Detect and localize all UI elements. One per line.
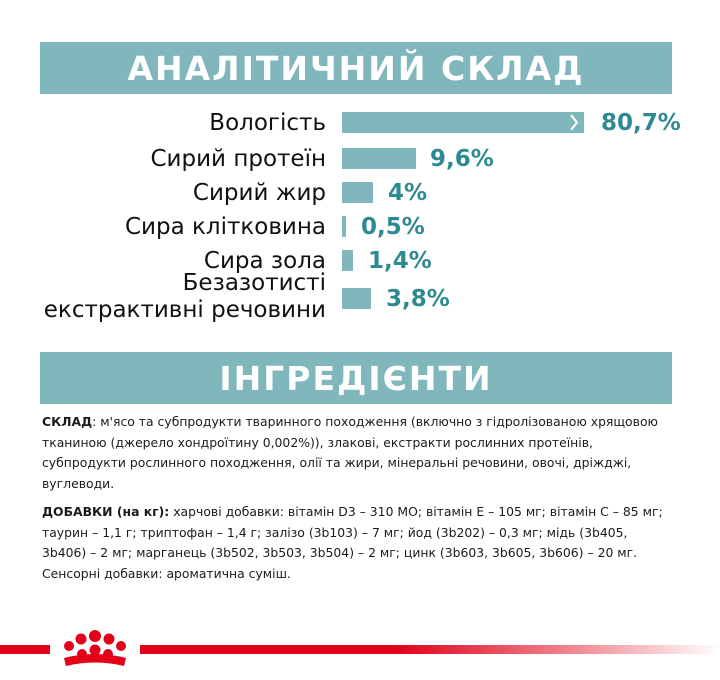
analysis-banner: АНАЛІТИЧНИЙ СКЛАД	[40, 42, 672, 94]
ingredients-title: ІНГРЕДІЄНТИ	[219, 358, 493, 398]
additives-text: харчові добавки: вітамін D3 – 310 МО; ві…	[42, 504, 663, 581]
ingredients-text: СКЛАД: м'ясо та субпродукти тваринного п…	[42, 412, 672, 592]
analysis-value: 9,6%	[430, 146, 494, 172]
analysis-row-moisture: Вологість 80,7%	[0, 106, 720, 140]
analysis-row-ash: Сира зола 1,4%	[0, 244, 720, 278]
footer-brand-line	[0, 645, 720, 654]
analysis-row-fibre: Сира клітковина 0,5%	[0, 210, 720, 244]
analysis-value: 80,7%	[601, 110, 681, 136]
analysis-title: АНАЛІТИЧНИЙ СКЛАД	[127, 48, 585, 88]
analysis-label: Сирий жир	[192, 180, 326, 206]
analysis-chart: Вологість 80,7% Сирий протеїн 9,6% Сирий…	[0, 104, 720, 334]
analysis-label: Безазотисті екстрактивні речовини	[44, 270, 326, 324]
analysis-label: Сира клітковина	[125, 214, 326, 240]
analysis-bar	[342, 148, 416, 169]
composition-paragraph: СКЛАД: м'ясо та субпродукти тваринного п…	[42, 412, 672, 494]
analysis-value: 0,5%	[361, 214, 425, 240]
analysis-bar	[342, 216, 346, 237]
brand-logo	[50, 626, 140, 672]
analysis-row-nfe: Безазотисті екстрактивні речовини 3,8%	[0, 270, 720, 323]
analysis-label-line1: Безазотисті	[182, 270, 326, 296]
analysis-row-fat: Сирий жир 4%	[0, 176, 720, 210]
analysis-label: Сира зола	[203, 248, 326, 274]
analysis-value: 3,8%	[386, 286, 450, 312]
analysis-label: Вологість	[209, 110, 326, 136]
royal-canin-crown-icon	[64, 630, 126, 666]
analysis-label: Сирий протеїн	[150, 146, 327, 172]
analysis-label-line2: екстрактивні речовини	[43, 297, 326, 323]
analysis-bar	[342, 182, 373, 203]
analysis-bar	[342, 288, 371, 309]
additives-paragraph: ДОБАВКИ (на кг): харчові добавки: вітамі…	[42, 502, 672, 584]
composition-text: : м'ясо та субпродукти тваринного походж…	[42, 414, 658, 491]
analysis-row-protein: Сирий протеїн 9,6%	[0, 142, 720, 176]
additives-label: ДОБАВКИ (на кг):	[42, 504, 170, 519]
chevron-right-icon	[570, 114, 579, 131]
analysis-bar	[342, 112, 584, 133]
ingredients-banner: ІНГРЕДІЄНТИ	[40, 352, 672, 404]
analysis-value: 4%	[388, 180, 428, 206]
analysis-value: 1,4%	[368, 248, 432, 274]
analysis-bar	[342, 250, 353, 271]
composition-label: СКЛАД	[42, 414, 93, 429]
